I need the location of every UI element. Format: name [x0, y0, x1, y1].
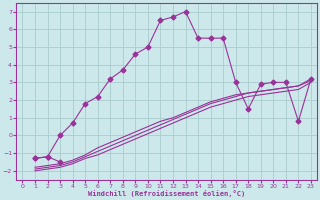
X-axis label: Windchill (Refroidissement éolien,°C): Windchill (Refroidissement éolien,°C) [88, 190, 245, 197]
